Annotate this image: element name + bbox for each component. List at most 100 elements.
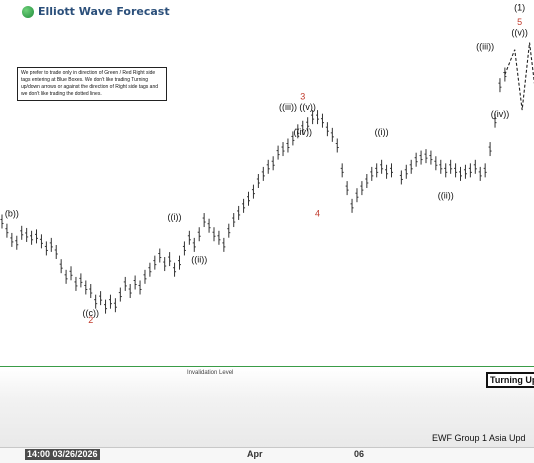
price-bar: [59, 259, 63, 274]
price-bar: [237, 205, 241, 220]
wave-label: ((v)): [511, 27, 528, 37]
trading-notice: We prefer to trade only in direction of …: [17, 67, 167, 101]
brand-name: Elliott Wave Forecast: [38, 5, 170, 18]
price-bar: [340, 163, 344, 178]
price-bar: [20, 225, 24, 240]
price-bar: [434, 156, 438, 171]
price-bar: [247, 191, 251, 206]
wave-label: 2: [88, 315, 93, 325]
price-bar: [389, 163, 393, 178]
price-bar: [182, 241, 186, 256]
price-bar: [261, 166, 265, 181]
price-bar: [74, 276, 78, 291]
price-bar: [69, 266, 73, 281]
price-bar: [419, 150, 423, 165]
wave-label: ((iii)): [279, 102, 297, 112]
price-bar: [104, 299, 108, 314]
wave-label: ((iii)): [476, 42, 494, 52]
price-bar: [276, 145, 280, 160]
projection-path: [504, 42, 534, 111]
axis-tick-apr: Apr: [247, 449, 263, 459]
price-bar: [271, 156, 275, 171]
price-bar: [202, 213, 206, 228]
price-bar: [94, 294, 98, 309]
price-bar: [493, 113, 497, 128]
price-bar: [133, 275, 137, 290]
price-bar: [49, 237, 53, 252]
lower-panel: [0, 366, 534, 448]
price-bar: [39, 234, 43, 249]
price-bar: [158, 248, 162, 263]
price-bar: [325, 122, 329, 137]
wave-label: ((iv)): [491, 109, 510, 119]
price-bar: [256, 174, 260, 188]
price-bar: [212, 227, 216, 242]
turning-up-badge: Turning Up: [486, 372, 534, 388]
price-bar: [345, 181, 349, 196]
price-bar: [217, 230, 221, 245]
price-bar: [449, 159, 453, 174]
wave-label: ((v)): [299, 102, 316, 112]
price-bar: [153, 255, 157, 270]
wave-label: 3: [300, 91, 305, 101]
axis-tick-06: 06: [354, 449, 365, 459]
price-bar: [316, 110, 320, 125]
price-bar: [463, 164, 467, 179]
price-bar: [123, 276, 127, 291]
price-bar: [148, 262, 152, 277]
invalidation-label: Invalidation Level: [187, 370, 234, 376]
price-bar: [168, 252, 172, 267]
price-bar: [335, 138, 339, 153]
brand-logo-icon: [22, 5, 34, 18]
price-bar: [232, 213, 236, 228]
wave-label: 4: [315, 208, 320, 218]
wave-label: ((c)): [82, 308, 99, 318]
wave-label: ((ii)): [438, 191, 454, 201]
wave-label: 5: [517, 17, 522, 27]
price-bar: [44, 241, 48, 256]
price-bar: [10, 232, 14, 247]
price-bar: [30, 230, 34, 245]
price-bar: [291, 131, 295, 146]
price-bar: [108, 294, 112, 309]
price-bar: [35, 229, 39, 244]
price-bar: [478, 166, 482, 181]
price-bar: [429, 150, 433, 165]
price-bar: [128, 284, 132, 299]
price-bar: [468, 163, 472, 178]
wave-label: ((i)): [168, 212, 182, 222]
wave-label: (b)): [5, 208, 19, 218]
price-bar: [404, 164, 408, 179]
price-bar: [301, 120, 305, 135]
price-bar: [163, 257, 167, 272]
wave-label: ((ii)): [191, 255, 207, 265]
price-bar: [350, 198, 354, 213]
price-bar: [454, 163, 458, 178]
price-bar: [99, 291, 103, 306]
price-bar: [399, 170, 403, 185]
price-bar: [54, 244, 58, 259]
price-bar: [444, 163, 448, 178]
price-bar: [79, 273, 83, 288]
price-bar: [365, 174, 369, 188]
price-bar: [192, 237, 196, 252]
price-bar: [138, 280, 142, 295]
price-bar: [0, 214, 4, 229]
price-bar: [375, 163, 379, 178]
price-bar: [380, 159, 384, 174]
price-bar: [424, 149, 428, 164]
price-bar: [197, 227, 201, 242]
brand-logo: Elliott Wave Forecast: [22, 5, 170, 18]
price-bar: [143, 269, 147, 284]
price-bar: [222, 237, 226, 252]
price-bar: [187, 230, 191, 245]
price-bar: [414, 152, 418, 167]
price-bar: [207, 218, 211, 233]
price-bar: [15, 235, 19, 250]
price-bar: [251, 184, 255, 199]
wave-label: ((i)): [375, 127, 389, 137]
price-bar: [177, 255, 181, 270]
axis-tick-start: 14:00 03/26/2026: [25, 449, 100, 460]
price-bar: [173, 262, 177, 277]
